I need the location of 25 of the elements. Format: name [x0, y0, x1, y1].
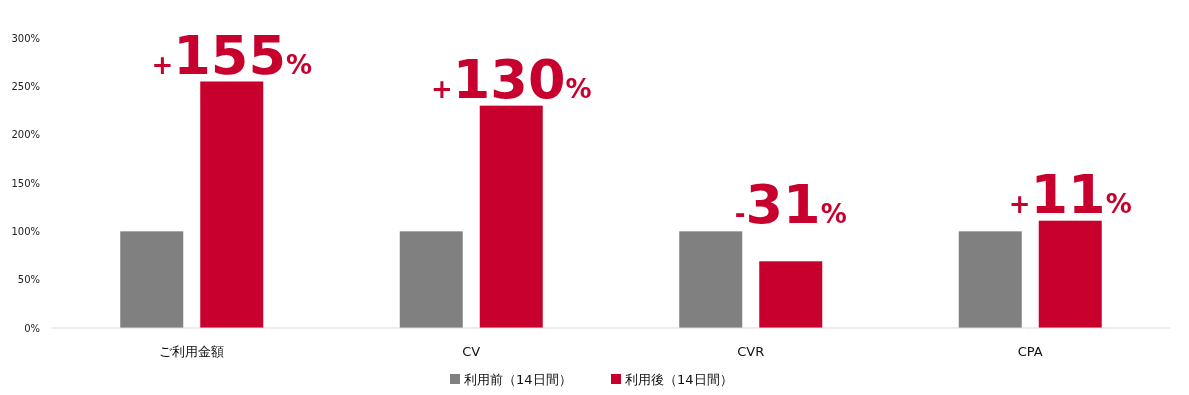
bar: [958, 231, 1022, 328]
x-tick-label: CV: [462, 344, 481, 359]
legend-label: 利用前（14日間）: [464, 372, 572, 387]
bar: [200, 81, 264, 328]
x-tick-label: ご利用金額: [159, 344, 225, 359]
annotation: +11%: [1008, 162, 1132, 226]
y-tick-label: 150%: [11, 177, 40, 189]
y-tick-label: 100%: [11, 225, 40, 237]
bar: [399, 231, 463, 328]
annotation: +130%: [430, 47, 592, 111]
bar: [1038, 220, 1102, 328]
annotation: +155%: [151, 23, 313, 87]
annotation: -31%: [734, 173, 847, 237]
bar: [479, 105, 543, 328]
bar: [120, 231, 184, 328]
x-tick-label: CVR: [737, 344, 765, 359]
y-tick-label: 300%: [11, 32, 40, 44]
x-tick-label: CPA: [1017, 344, 1043, 359]
y-tick-label: 200%: [11, 129, 40, 141]
y-tick-label: 50%: [17, 274, 40, 286]
legend-label: 利用後（14日間）: [625, 372, 733, 387]
bar: [759, 261, 823, 328]
y-tick-label: 0%: [24, 322, 40, 334]
bar: [679, 231, 743, 328]
y-tick-label: 250%: [11, 80, 40, 92]
